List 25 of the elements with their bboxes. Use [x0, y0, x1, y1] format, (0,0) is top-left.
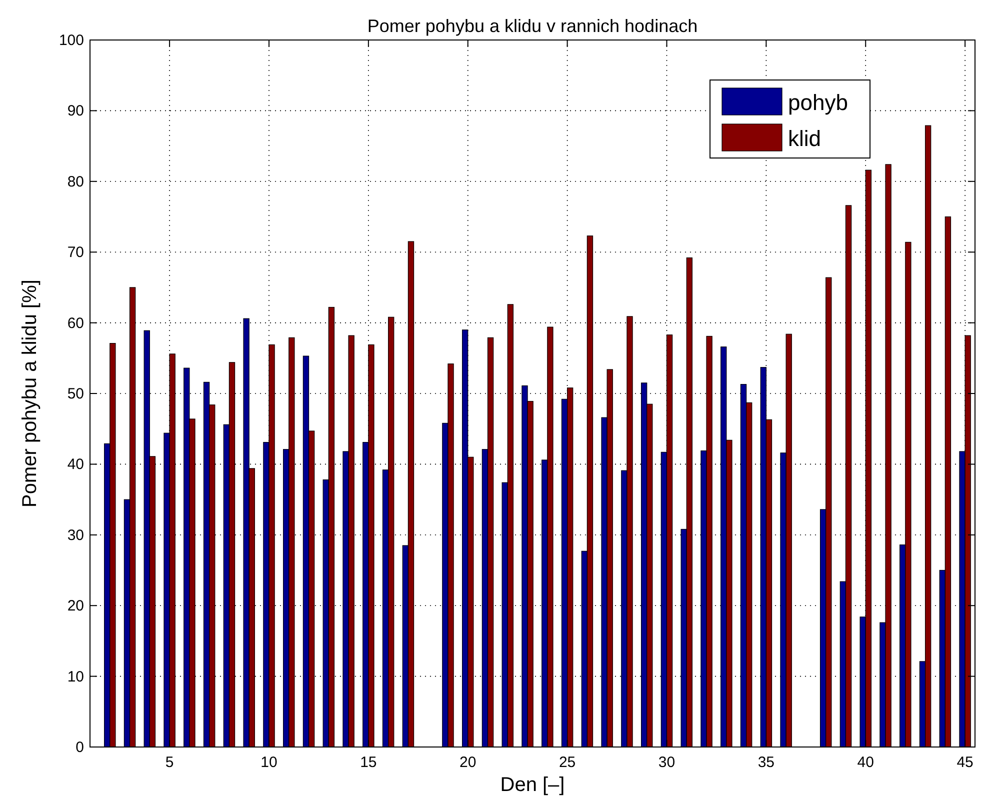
x-tick-label: 30 — [658, 754, 676, 771]
x-tick-label: 15 — [360, 754, 377, 771]
x-tick-label: 20 — [460, 754, 476, 771]
chart-title: Pomer pohybu a klidu v rannich hodinach — [367, 16, 698, 36]
legend-label: klid — [788, 126, 822, 151]
x-tick-label: 25 — [558, 754, 576, 771]
y-tick-label: 20 — [67, 598, 84, 615]
y-tick-label: 50 — [67, 386, 84, 402]
y-tick-label: 100 — [58, 32, 84, 49]
x-tick-label: 5 — [165, 754, 174, 771]
y-tick-label: 70 — [67, 244, 84, 262]
y-tick-label: 60 — [67, 314, 84, 332]
y-tick-label: 0 — [76, 739, 84, 756]
x-tick-label: 35 — [758, 754, 775, 771]
x-tick-label: 10 — [260, 754, 278, 771]
y-tick-label: 90 — [67, 102, 84, 120]
y-tick-label: 80 — [67, 173, 84, 190]
y-axis-title: Pomer pohybu a klidu [%] — [19, 280, 41, 508]
x-tick-label: 40 — [857, 754, 874, 771]
y-tick-label: 30 — [67, 526, 84, 544]
y-tick-label: 40 — [67, 456, 84, 474]
y-tick-label: 10 — [67, 668, 84, 686]
legend-label: pohyb — [788, 90, 848, 115]
x-tick-label: 45 — [956, 754, 974, 771]
x-axis-title: Den [–] — [500, 774, 565, 796]
